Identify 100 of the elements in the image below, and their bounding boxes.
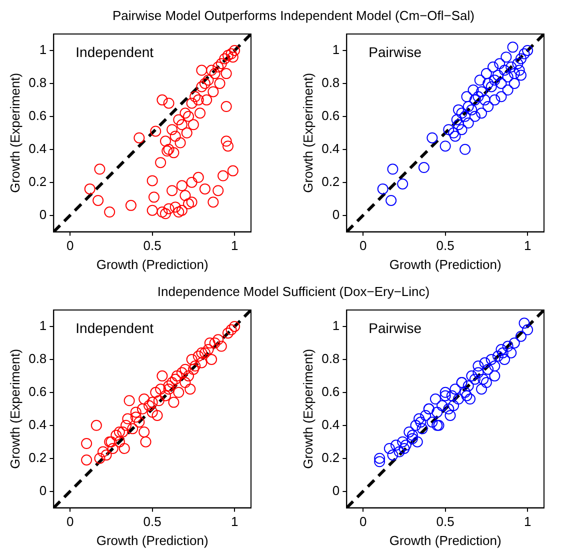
point: [452, 119, 464, 130]
point: [496, 91, 507, 102]
point: [480, 68, 492, 80]
y-tick-label: 1: [332, 42, 340, 58]
point: [482, 78, 494, 89]
annotation: Independent: [76, 44, 154, 60]
point: [472, 91, 484, 102]
x-tick-label: 0.5: [143, 238, 162, 254]
point: [488, 61, 499, 72]
point: [377, 183, 388, 194]
point: [456, 108, 468, 119]
point: [508, 68, 520, 80]
y-tick-label: 0.8: [322, 351, 340, 366]
point: [500, 52, 512, 63]
x-tick-label: 1: [230, 514, 238, 530]
x-axis-title: Growth (Prediction): [389, 256, 502, 272]
y-tick-label: 0.8: [28, 351, 47, 366]
y-tick-label: 1: [39, 42, 47, 58]
point: [515, 53, 526, 64]
y-axis-title: Growth (Experiment): [7, 72, 22, 193]
y-tick-label: 0.6: [28, 384, 47, 399]
y-axis-title: Growth (Experiment): [300, 72, 316, 193]
text: Independence Model Sufficient (Dox−Ery−Linc): [156, 284, 431, 299]
point: [386, 194, 397, 206]
point: [512, 58, 524, 70]
point: [492, 70, 504, 81]
point: [451, 114, 462, 126]
y-tick-label: 1: [332, 318, 340, 334]
point: [452, 104, 464, 116]
y-tick-label: 0.8: [28, 75, 47, 90]
point: [508, 78, 520, 89]
y-tick-label: 0.6: [322, 108, 340, 123]
y-tick-label: 0.2: [28, 450, 47, 465]
point: [486, 81, 497, 92]
point: [494, 58, 506, 70]
x-tick-label: 0.5: [436, 238, 454, 254]
x-tick-label: 0: [360, 238, 367, 254]
y-tick-label: 0: [332, 482, 340, 498]
point: [515, 70, 526, 81]
y-axis-title: Growth (Experiment): [7, 348, 22, 469]
annotation: Pairwise: [368, 320, 422, 336]
point: [507, 42, 518, 53]
point: [479, 94, 490, 106]
point: [418, 162, 430, 174]
y-tick-label: 0.6: [322, 384, 340, 399]
point: [499, 64, 510, 76]
point: [468, 84, 479, 96]
y-axis-title: Growth (Experiment): [300, 348, 316, 469]
x-axis-title: Growth (Prediction): [96, 256, 208, 272]
y-tick-label: 0.2: [322, 174, 340, 189]
point: [440, 140, 451, 152]
point: [482, 101, 494, 112]
point: [506, 61, 517, 72]
x-axis-title: Growth (Prediction): [96, 532, 208, 548]
point: [448, 127, 460, 138]
point: [443, 124, 454, 136]
y-tick-label: 0: [39, 482, 47, 498]
y-tick-label: 0.4: [322, 140, 340, 156]
point: [461, 91, 472, 102]
y-tick-label: 0.6: [28, 108, 47, 123]
point: [489, 94, 500, 106]
point: [469, 110, 480, 122]
y-tick-label: 0: [332, 206, 340, 222]
point: [518, 48, 530, 60]
x-axis-title: Growth (Prediction): [389, 532, 502, 548]
point: [502, 84, 514, 96]
point: [502, 71, 514, 82]
text: Pairwise Model Outperforms Independent Model (Cm−Ofl−Sal): [112, 8, 476, 23]
y-tick-label: 0.4: [28, 416, 47, 432]
x-tick-label: 0: [66, 514, 74, 530]
x-tick-label: 0.5: [143, 514, 162, 530]
point: [462, 118, 474, 129]
point: [514, 64, 525, 76]
point: [474, 74, 486, 86]
y-tick-label: 0.8: [322, 75, 340, 90]
point: [426, 132, 438, 144]
x-tick-label: 0: [66, 238, 74, 254]
x-tick-label: 0.5: [436, 514, 454, 530]
point: [476, 108, 488, 119]
point: [469, 94, 480, 106]
point: [466, 104, 478, 116]
y-tick-label: 0.2: [322, 450, 340, 465]
point: [460, 110, 471, 122]
y-tick-label: 0.4: [322, 416, 340, 432]
point: [462, 101, 474, 112]
point: [456, 124, 468, 136]
point: [522, 44, 534, 56]
y-tick-label: 1: [39, 318, 47, 334]
x-tick-label: 1: [524, 238, 532, 254]
annotation: Pairwise: [368, 44, 422, 60]
point: [489, 74, 500, 86]
point: [496, 78, 507, 89]
y-tick-label: 0.2: [28, 174, 47, 189]
point: [476, 86, 488, 98]
point: [397, 178, 408, 190]
y-tick-label: 0: [39, 206, 47, 222]
x-tick-label: 0: [360, 514, 367, 530]
y-tick-label: 0.4: [28, 140, 47, 156]
point: [460, 144, 471, 155]
point: [387, 164, 398, 175]
